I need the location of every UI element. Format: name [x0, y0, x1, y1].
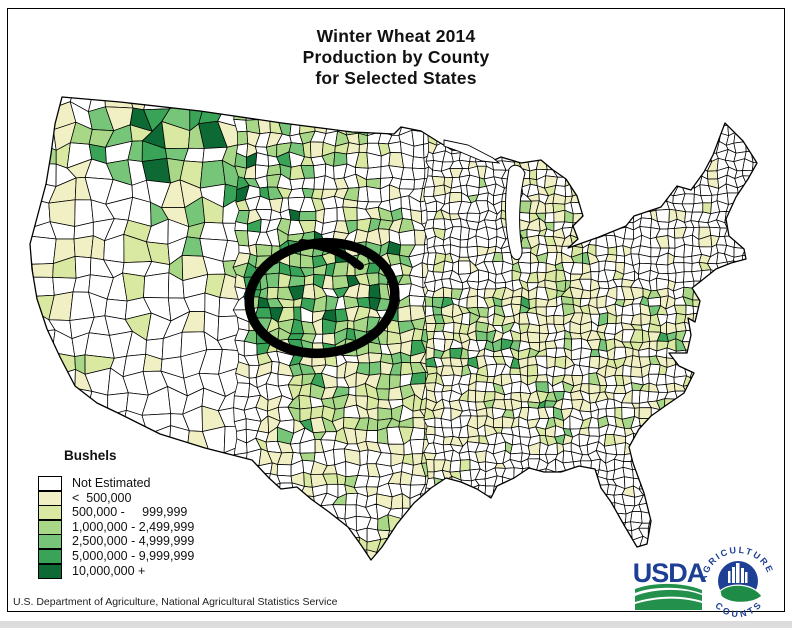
legend-item: 1,000,000 - 2,499,999 [38, 519, 258, 535]
usda-swoosh-upper [635, 583, 702, 594]
legend-item: 2,500,000 - 4,999,999 [38, 534, 258, 550]
usda-logo-text: USDA [633, 558, 706, 588]
title-line-3: for Selected States [315, 68, 477, 88]
legend: Bushels Not Estimated < 500,000 500,000 - … [38, 448, 258, 579]
legend-swatch-icon [38, 563, 62, 579]
legend-swatch-icon [38, 476, 62, 491]
usda-swoosh-line [635, 596, 702, 604]
legend-label: Not Estimated [72, 476, 151, 490]
legend-label: 1,000,000 - 2,499,999 [72, 519, 195, 534]
lake-superior [443, 139, 501, 164]
legend-label: 5,000,000 - 9,999,999 [72, 548, 195, 563]
legend-item: 10,000,000 + [38, 563, 258, 579]
legend-swatch-icon [38, 548, 62, 564]
us-outline [29, 96, 758, 561]
source-attribution: U.S. Department of Agriculture, National… [13, 596, 338, 608]
title-line-1: Winter Wheat 2014 [316, 26, 476, 46]
legend-heading: Bushels [64, 448, 117, 463]
hand-drawn-circle-annotation [244, 237, 400, 359]
legend-label: 500,000 - 999,999 [72, 505, 188, 520]
map-title: Winter Wheat 2014 Production by County f… [0, 26, 792, 89]
legend-item: < 500,000 [38, 490, 258, 506]
usda-swoosh-block [635, 589, 702, 610]
legend-item: 500,000 - 999,999 [38, 505, 258, 521]
legend-item: Not Estimated [38, 476, 258, 491]
bottom-edge-strip [0, 621, 792, 628]
title-line-2: Production by County [302, 47, 490, 67]
legend-swatch-icon [38, 534, 62, 550]
page-border [7, 8, 785, 612]
legend-rows: Not Estimated < 500,000 500,000 - 999,999 1… [38, 476, 258, 579]
legend-swatch-icon [38, 490, 62, 506]
agriculture-counts-logo: AGRICULTURE COUNTS [698, 545, 774, 619]
lake-michigan [505, 164, 526, 261]
legend-label: 2,500,000 - 4,999,999 [72, 534, 195, 549]
legend-swatch-icon [38, 505, 62, 521]
ag-logo-bar-chart-skyline-icon [728, 563, 748, 583]
legend-swatch-icon [38, 519, 62, 535]
legend-label: < 500,000 [72, 490, 132, 505]
ag-logo-field-swoosh [719, 584, 763, 603]
legend-label: 10,000,000 + [72, 563, 146, 578]
legend-item: 5,000,000 - 9,999,999 [38, 548, 258, 564]
usda-logo: USDA [633, 558, 707, 610]
